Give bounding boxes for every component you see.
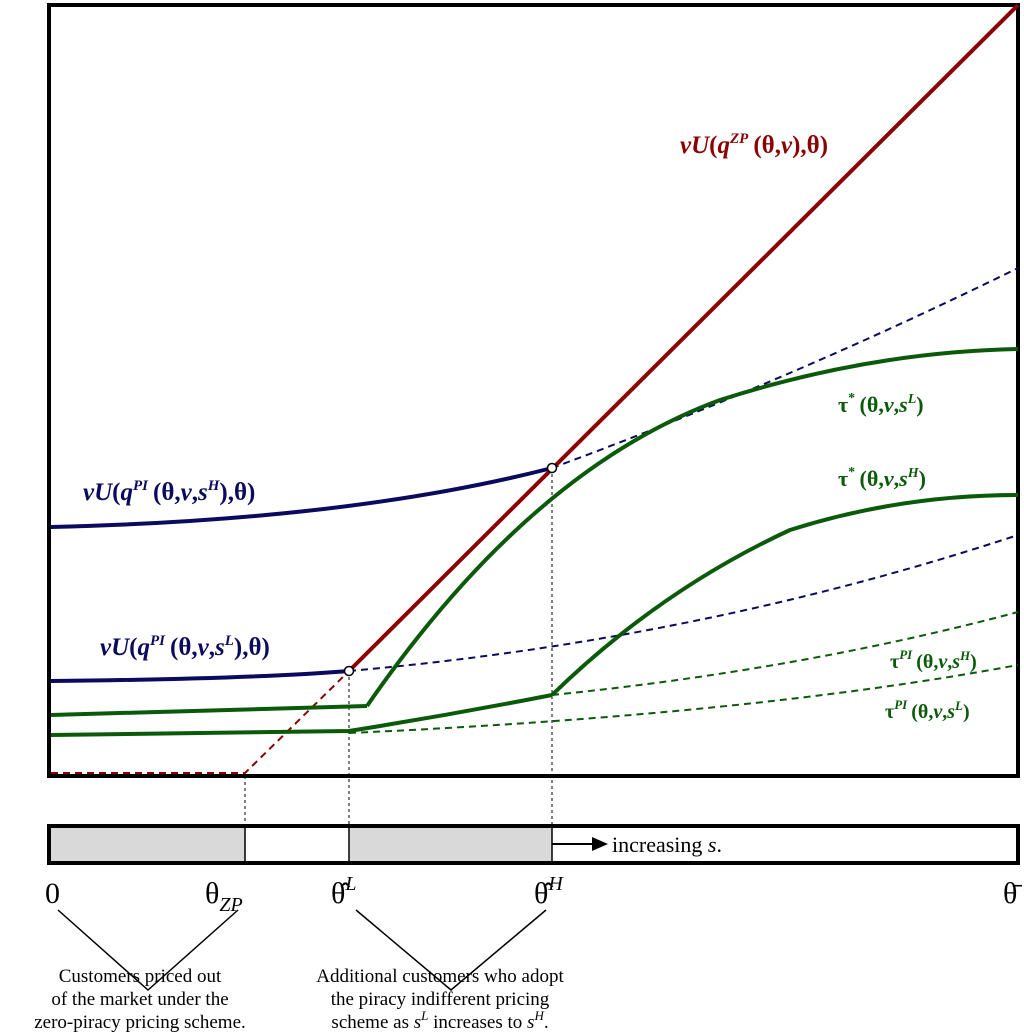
increasing-label: increasing s. [612,832,722,857]
tau-low-base [50,704,368,717]
theta-bar: increasing s. [47,824,1020,865]
label-pi-high-utility: vU(qPI (θ,v,sH),θ) [83,478,255,506]
label-tau-pi-low: τPI (θ,v,sL) [885,697,970,723]
label-tau-star-low: τ* (θ,v,sL) [838,391,924,417]
note-additional: Additional customers who adopt the pirac… [316,966,564,1032]
zp-utility-solid [347,3,1020,673]
note-priced-out-line-3: zero-piracy pricing scheme. [34,1012,246,1032]
bracket-priced-out [57,909,239,992]
pi-high-utility-dashed [551,267,1019,469]
tick-theta-hat-H: θ̂H [534,873,564,910]
note-additional-line-3: scheme as sL increases to sH. [331,1008,548,1032]
shade-priced-out [51,828,245,861]
note-additional-line-2: the piracy indifferent pricing [331,989,550,1010]
label-tau-star-high: τ* (θ,v,sH) [838,465,926,491]
tau-high-base [50,693,553,737]
pi-low-utility-solid [50,669,350,683]
shade-additional [349,828,552,861]
tick-theta-hat-L: θ̂L [331,873,357,910]
solid-curves [50,3,1020,737]
note-additional-line-1: Additional customers who adopt [316,966,564,987]
marker-theta-hat-H [546,462,558,474]
plot-frame [47,3,1020,778]
tick-theta-bar: θ̄ [1003,877,1022,910]
tau-star-high-rise [550,493,1019,697]
note-priced-out-line-1: Customers priced out [59,966,222,987]
pi-high-utility-solid [50,466,553,529]
increasing-arrow-head [592,837,608,851]
tau-pi-high-dashed [551,611,1019,696]
label-zp-utility: vU(qZP (θ,v),θ) [680,131,828,159]
marker-theta-hat-L [343,665,355,677]
zp-utility-dashed [51,670,350,774]
tau-star-low-rise [365,347,1019,708]
label-pi-low-utility: vU(qPI (θ,v,sL),θ) [100,633,270,661]
note-priced-out: Customers priced out of the market under… [34,966,246,1032]
tick-zero: 0 [45,877,60,910]
tau-pi-low-dashed [348,664,1019,734]
dashed-extensions [51,267,1019,774]
bracket-additional [355,909,547,991]
note-priced-out-line-2: of the market under the [51,989,228,1010]
pi-low-utility-dashed [348,534,1019,672]
label-tau-pi-high: τPI (θ,v,sH) [890,647,977,673]
